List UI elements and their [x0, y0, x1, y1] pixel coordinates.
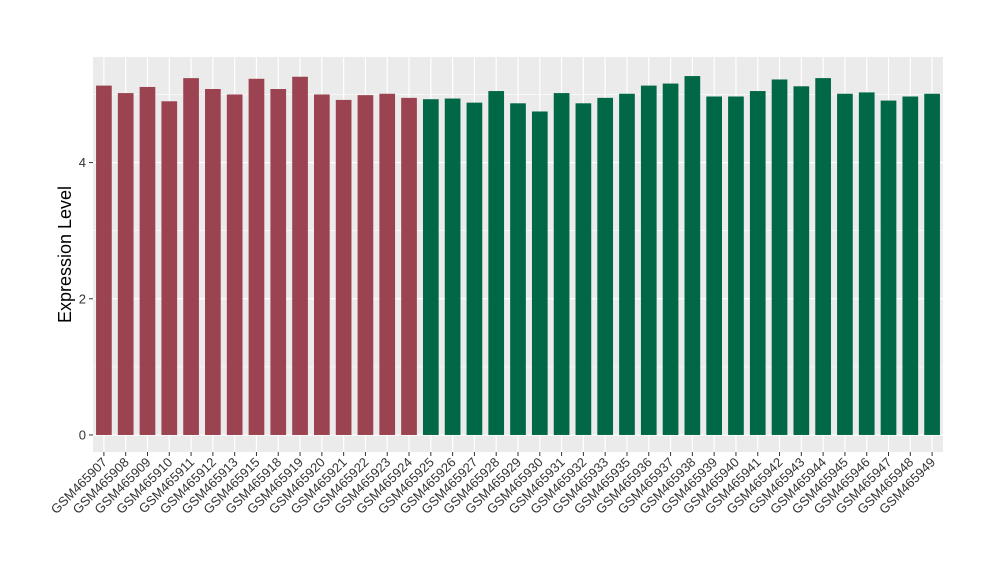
bar-GSM465938: [684, 76, 701, 435]
bar-GSM465948: [902, 96, 919, 435]
bars: [96, 76, 940, 435]
bar-GSM465922: [357, 95, 374, 435]
bar-GSM465927: [466, 102, 483, 435]
bar-GSM465946: [858, 92, 875, 435]
bar-GSM465925: [422, 99, 439, 435]
bar-GSM465926: [444, 98, 461, 435]
bar-GSM465920: [314, 94, 330, 435]
bar-GSM465945: [837, 93, 853, 435]
y-tick-label: 4: [79, 155, 86, 170]
bar-GSM465931: [553, 93, 570, 435]
bar-GSM465930: [531, 111, 548, 435]
x-axis: GSM465907GSM465908GSM465909GSM465910GSM4…: [48, 452, 938, 517]
bar-GSM465923: [379, 93, 396, 435]
bar-GSM465943: [793, 86, 810, 435]
y-tick-label: 0: [79, 427, 86, 442]
bar-GSM465921: [335, 99, 352, 435]
bar-GSM465928: [488, 91, 505, 435]
bar-GSM465924: [401, 97, 417, 435]
bar-GSM465944: [815, 78, 831, 435]
bar-GSM465933: [597, 97, 614, 435]
bar-GSM465911: [183, 78, 199, 435]
bar-GSM465915: [248, 78, 265, 435]
bar-GSM465949: [924, 93, 940, 435]
y-tick-label: 2: [79, 291, 86, 306]
bar-GSM465936: [640, 85, 657, 435]
bar-GSM465947: [880, 100, 897, 435]
bar-GSM465919: [292, 76, 308, 435]
bar-GSM465907: [96, 85, 112, 435]
bar-GSM465937: [662, 83, 679, 435]
bar-GSM465912: [205, 89, 221, 435]
y-axis-title: Expression Level: [55, 186, 75, 323]
bar-GSM465941: [749, 91, 766, 435]
y-axis: 0 2 4: [79, 155, 93, 442]
bar-GSM465942: [771, 79, 788, 435]
bar-GSM465939: [706, 96, 722, 435]
bar-GSM465932: [575, 103, 592, 435]
bar-GSM465929: [510, 103, 526, 435]
bar-GSM465935: [619, 93, 635, 435]
bar-GSM465913: [226, 94, 243, 435]
bar-GSM465940: [728, 96, 744, 435]
bar-GSM465909: [139, 86, 156, 435]
bar-GSM465908: [117, 93, 134, 435]
bar-GSM465910: [161, 101, 178, 435]
bar-GSM465918: [270, 89, 287, 435]
